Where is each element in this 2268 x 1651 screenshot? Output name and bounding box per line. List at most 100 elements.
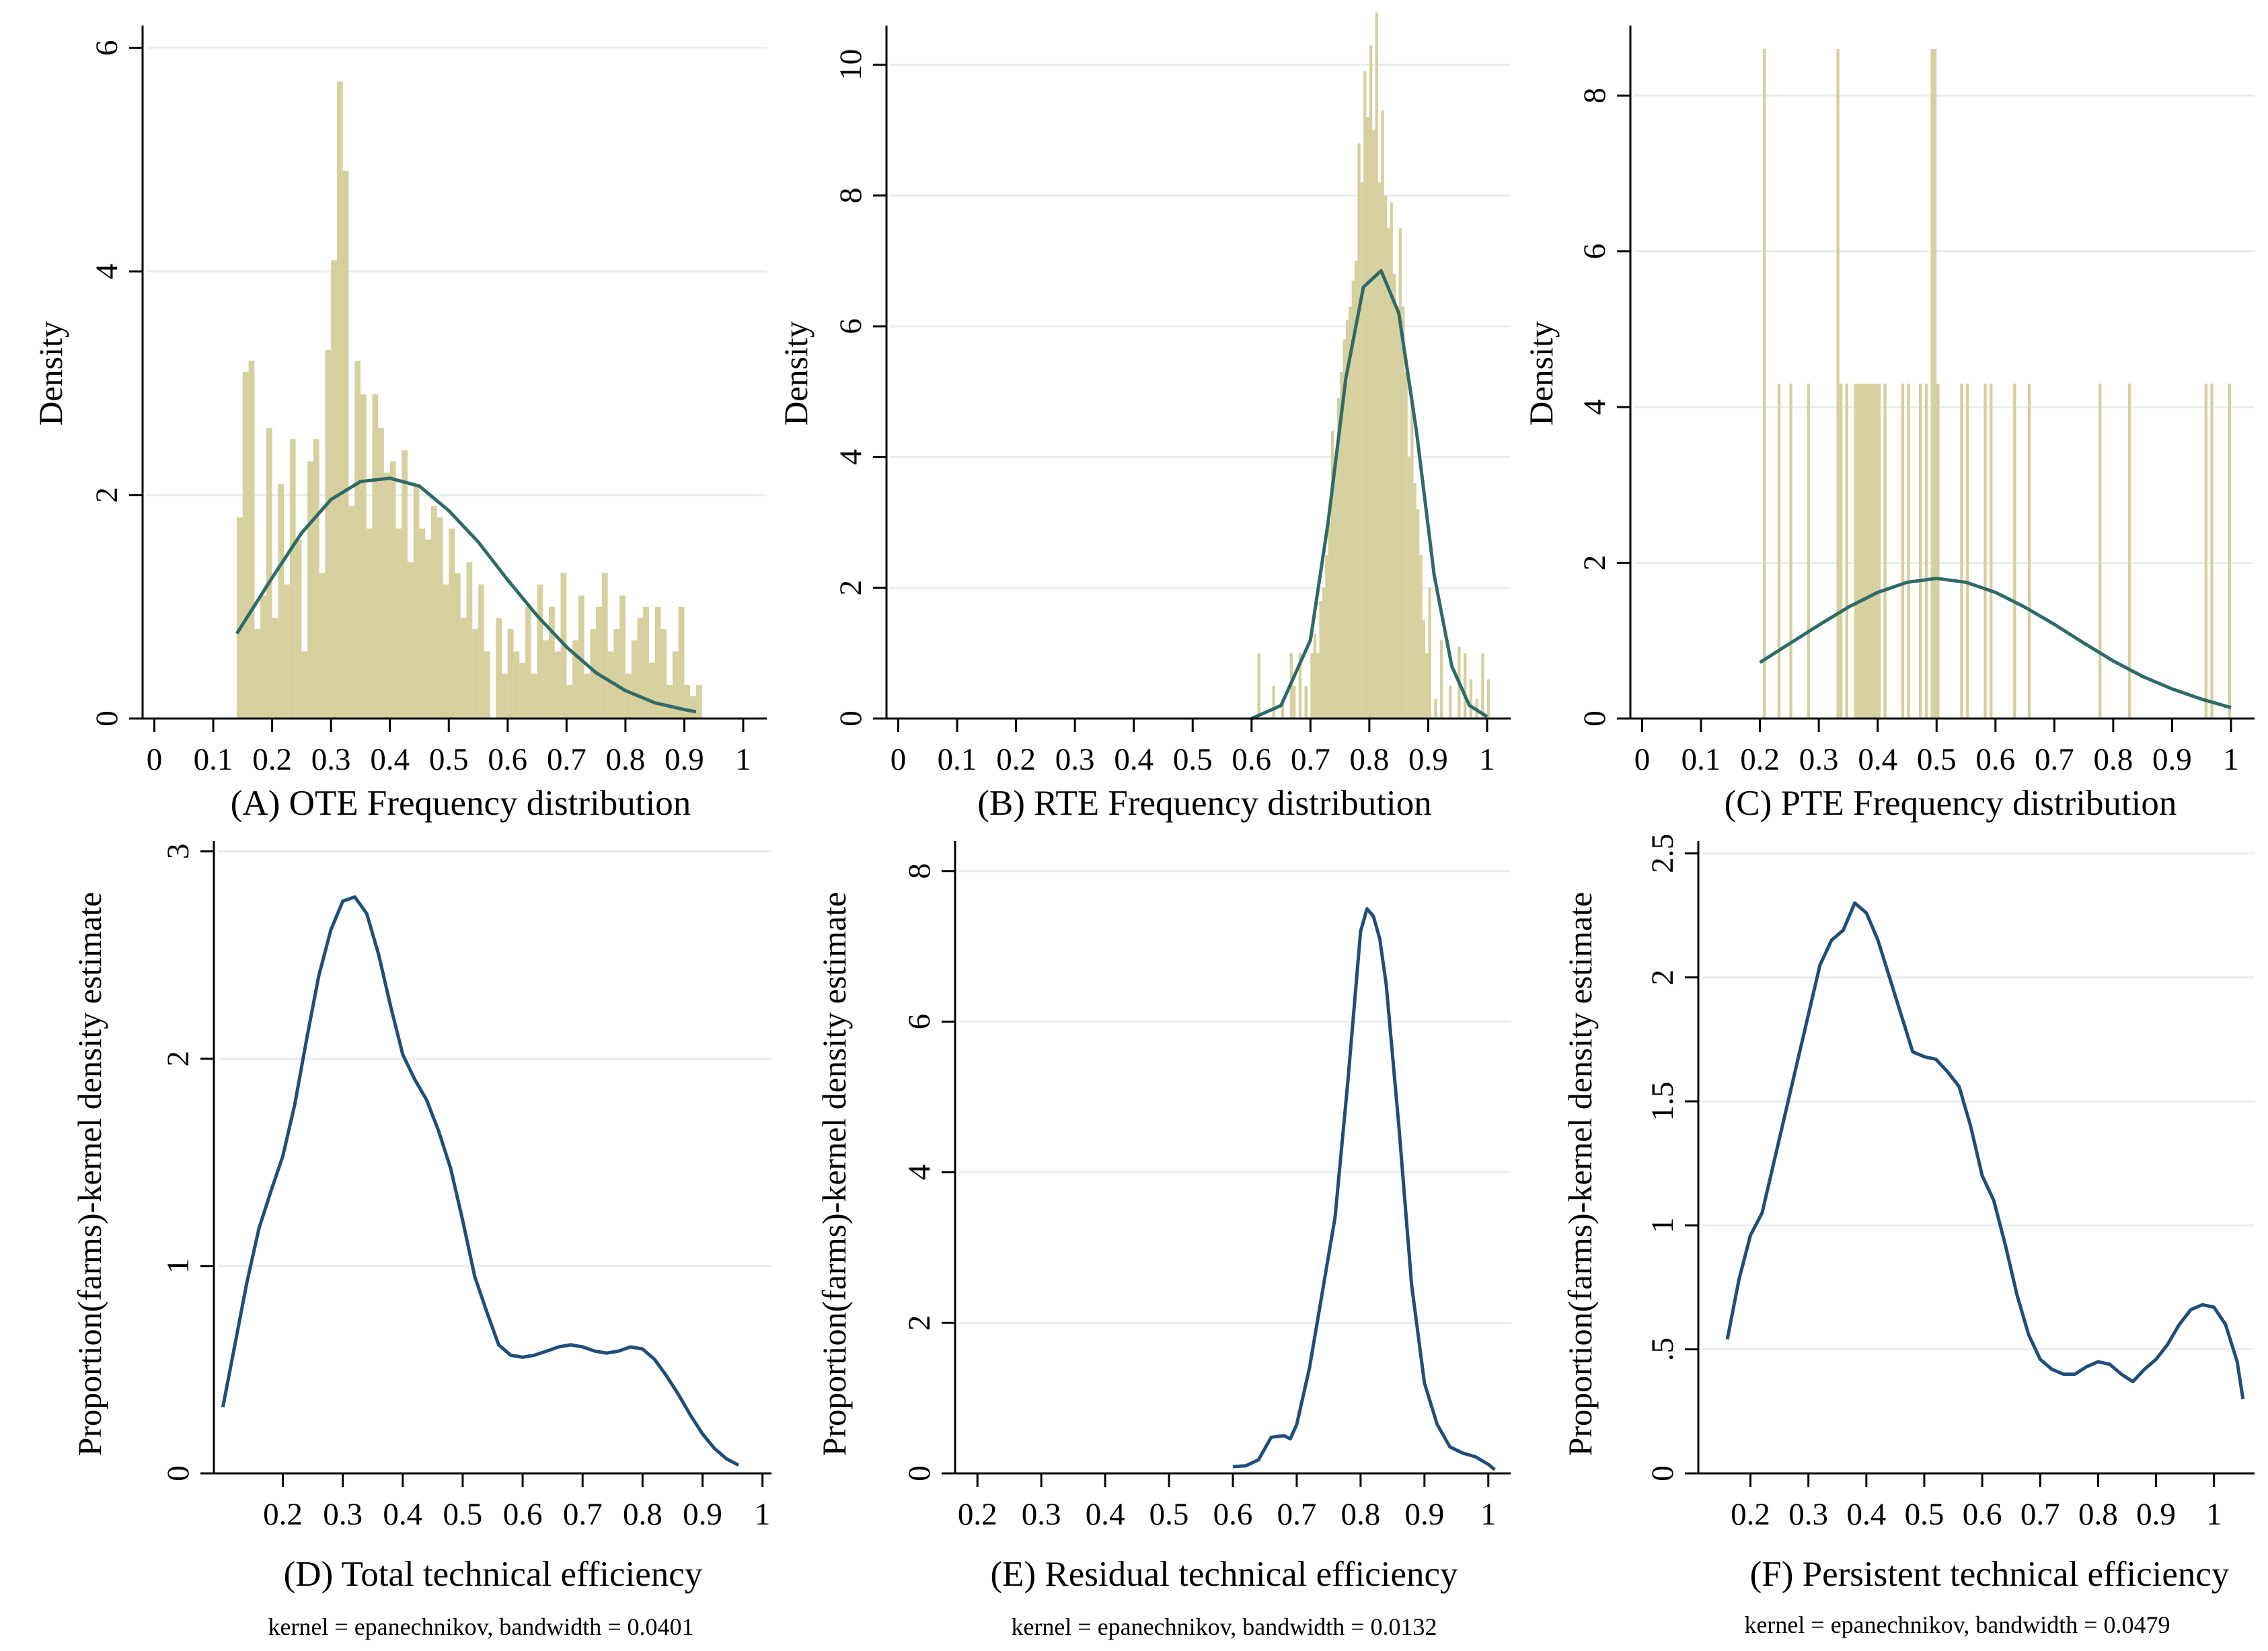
x-tick-label: 0.8 (623, 1497, 663, 1532)
histogram-bar (1328, 522, 1331, 719)
histogram-bar (1313, 633, 1317, 719)
x-tick-label: 0.4 (1114, 742, 1154, 777)
x-axis-title: (D) Total technical efficiency (284, 1555, 703, 1594)
histogram-bar (1355, 260, 1358, 719)
x-axis-title: (B) RTE Frequency distribution (977, 784, 1431, 823)
y-axis-title: Proportion(farms)-kernel density estimat… (71, 892, 108, 1457)
histogram-bar (366, 528, 373, 719)
histogram-bar (678, 606, 685, 719)
histogram-bar (430, 506, 437, 719)
y-tick-label: 2 (902, 1315, 937, 1331)
y-tick-label: 8 (902, 863, 937, 879)
histogram-bar (566, 685, 573, 719)
histogram-bar (1334, 464, 1337, 719)
histogram-bar (1257, 653, 1260, 719)
histogram-bar (1875, 383, 1878, 719)
histogram-bar (425, 540, 431, 719)
histogram-bar (1293, 686, 1296, 719)
histogram-bar (1410, 398, 1414, 719)
x-tick-label: 0.5 (429, 742, 469, 777)
x-tick-label: 0 (1634, 742, 1651, 777)
x-axis-title: (E) Residual technical efficiency (990, 1555, 1458, 1594)
x-tick-label: 1 (2223, 742, 2239, 777)
histogram-bar (1877, 383, 1881, 719)
x-tick-label: 0.8 (606, 742, 646, 777)
histogram-bar (1960, 383, 1963, 719)
histogram-bar (1924, 383, 1928, 719)
x-tick-label: 1 (735, 742, 751, 777)
x-tick-label: 0.8 (1341, 1497, 1381, 1532)
x-tick-label: 0.7 (1277, 1497, 1317, 1532)
histogram-bar (1901, 383, 1905, 719)
histogram-bar (1933, 48, 1937, 719)
x-tick-label: 0.6 (1963, 1497, 2002, 1532)
histogram-bar (378, 428, 384, 719)
histogram-bar (307, 461, 313, 719)
panel-pte-histogram: 0 2 4 6 8 0 0.1 0.2 0.3 0.4 0.5 0.6 0.7 0.8 0.9 1 Densi… (1522, 26, 2255, 823)
histogram-bar (1463, 653, 1467, 719)
x-tick-label: 0.4 (1086, 1497, 1125, 1532)
x-tick-label: 0.1 (1681, 742, 1721, 777)
histogram-bar (1345, 320, 1349, 719)
histogram-bar (301, 651, 308, 719)
histogram-bar (1413, 483, 1416, 719)
y-tick-label: 1 (1645, 1218, 1680, 1234)
x-tick-label: 0.7 (2035, 742, 2074, 777)
histogram-bar (1868, 383, 1872, 719)
panel-total-kde: 0 1 2 3 0.2 0.3 0.4 0.5 0.6 0.7 0.8 0.9 1 Proportion… (71, 841, 771, 1640)
histogram-bar (455, 573, 461, 719)
histogram-bar (1407, 457, 1411, 719)
histogram-bar (1918, 383, 1922, 719)
x-tick-label: 1 (1480, 1497, 1497, 1532)
histogram-bar (1777, 383, 1781, 719)
y-tick-label: 2 (161, 1051, 196, 1067)
histogram-bar (260, 595, 266, 719)
histogram-bar (537, 584, 543, 719)
histogram-bar (466, 562, 473, 719)
x-axis-title: (F) Persistent technical efficiency (1750, 1555, 2230, 1594)
panel-persistent-kde: 0.511.522.50.2 0.3 0.4 0.5 0.6 0.7 0.8 0.9 1 Pro… (1561, 834, 2255, 1638)
histogram-bar (2127, 383, 2131, 719)
axes: 0 2 4 6 0 0.1 0.2 0.3 0.4 0.5 0.6 0.7 0.8 0.9 1 (89, 26, 767, 777)
histogram-bar (1392, 274, 1396, 719)
x-tick-label: 0.1 (194, 742, 233, 777)
x-tick-label: 0.9 (2136, 1497, 2176, 1532)
y-tick-label: 2.5 (1645, 834, 1680, 873)
histogram-bar (1372, 130, 1375, 719)
x-tick-label: 0.3 (323, 1497, 363, 1532)
histogram-bar (383, 472, 390, 719)
histogram-bar (1789, 383, 1792, 719)
histogram-bar (389, 461, 396, 719)
histogram-bar (484, 651, 490, 719)
histogram-bar (254, 629, 261, 719)
histogram-bar (1343, 339, 1346, 719)
y-tick-label: 1 (161, 1258, 196, 1274)
x-tick-label: 0.5 (1917, 742, 1957, 777)
y-tick-label: 0 (1577, 710, 1612, 727)
histogram-bar (1304, 686, 1308, 719)
y-tick-label: 2 (1645, 969, 1680, 986)
histogram-bar (1936, 383, 1940, 719)
axes: 0 2 4 6 8 10 0 0.1 0.2 0.3 0.4 0.5 0.6 0.7 0.8 0.9 1 (833, 26, 1511, 777)
histogram-bar (601, 573, 608, 719)
kernel-density-line (1725, 901, 2245, 1399)
histogram-bar (502, 673, 508, 719)
y-tick-label: 2 (89, 487, 124, 503)
histogram-bar (1907, 383, 1910, 719)
histogram-bar (1839, 383, 1843, 719)
histogram-bar (1428, 587, 1431, 719)
histogram-bar (519, 662, 526, 719)
x-tick-label: 0.9 (2152, 742, 2192, 777)
histogram-bar (248, 361, 255, 719)
x-tick-label: 0.4 (1846, 1497, 1886, 1532)
y-tick-label: 4 (1577, 399, 1612, 415)
histogram-bars (237, 81, 702, 719)
histogram-bar (460, 618, 467, 719)
histogram-bar (395, 528, 402, 719)
y-axis-title: Proportion(farms)-kernel density estimat… (815, 892, 853, 1457)
axes: 0 2 4 6 8 0.2 0.3 0.4 0.5 0.6 0.7 0.8 0.9 1 (902, 841, 1511, 1532)
y-tick-label: 0 (902, 1465, 937, 1481)
x-tick-label: 0.9 (665, 742, 704, 777)
histogram-bar (289, 439, 296, 719)
histogram-bar (684, 685, 691, 719)
